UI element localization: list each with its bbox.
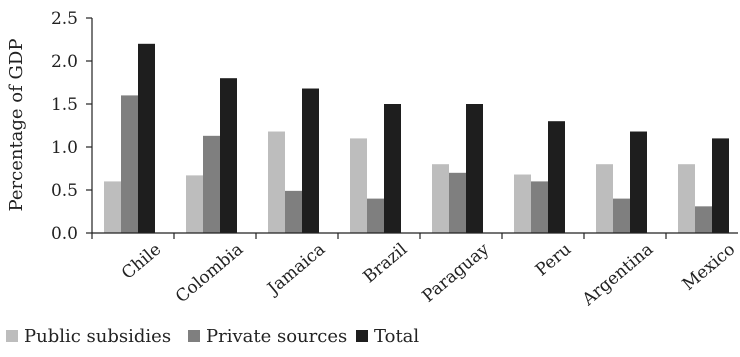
- bar-jamaica-total: [302, 88, 319, 234]
- y-tick-label: 2.0: [51, 52, 78, 72]
- x-tick-label-argentina: Argentina: [578, 240, 657, 311]
- bar-jamaica-private-sources: [285, 190, 302, 233]
- bar-chile-private-sources: [121, 95, 138, 234]
- bar-colombia-public-subsidies: [186, 175, 203, 233]
- legend-label-private-sources: Private sources: [206, 326, 347, 347]
- x-tick-label-chile: Chile: [118, 240, 165, 284]
- x-tick-label-peru: Peru: [532, 239, 575, 280]
- x-tick-label-paraguay: Paraguay: [419, 239, 494, 306]
- bar-argentina-public-subsidies: [596, 164, 613, 233]
- y-axis-title: Percentage of GDP: [6, 39, 27, 212]
- legend: Public subsidies Private sources Total: [6, 326, 419, 347]
- bar-brazil-total: [384, 104, 401, 233]
- bar-mexico-total: [712, 138, 729, 233]
- bar-mexico-private-sources: [695, 206, 712, 233]
- bar-argentina-private-sources: [613, 198, 630, 233]
- legend-swatch-public-subsidies: [6, 330, 18, 342]
- legend-label-public-subsidies: Public subsidies: [24, 326, 171, 347]
- y-axis-ticks: 0.0 0.5 1.0 1.5 2.0 2.5: [51, 9, 92, 244]
- y-tick-label: 1.0: [51, 138, 78, 158]
- bar-peru-private-sources: [531, 181, 548, 233]
- bar-colombia-private-sources: [203, 135, 220, 233]
- legend-swatch-total: [356, 330, 368, 342]
- x-axis-ticks: Chile Colombia Jamaica Brazil Paraguay Peru Ar…: [91, 233, 740, 311]
- legend-swatch-private-sources: [188, 330, 200, 342]
- bar-paraguay-public-subsidies: [432, 164, 449, 233]
- x-tick-label-jamaica: Jamaica: [262, 240, 329, 301]
- bar-colombia-total: [220, 78, 237, 233]
- y-tick-label: 2.5: [51, 9, 78, 29]
- x-tick-label-brazil: Brazil: [360, 240, 412, 288]
- y-tick-label: 1.5: [51, 95, 78, 115]
- bar-peru-public-subsidies: [514, 174, 531, 233]
- bars: [104, 43, 729, 234]
- bar-brazil-private-sources: [367, 198, 384, 233]
- bar-paraguay-total: [466, 104, 483, 233]
- legend-label-total: Total: [374, 326, 419, 347]
- x-tick-label-colombia: Colombia: [172, 240, 247, 308]
- bar-chile-total: [138, 43, 155, 233]
- x-tick-label-mexico: Mexico: [679, 240, 740, 295]
- bar-jamaica-public-subsidies: [268, 131, 285, 233]
- bar-argentina-total: [630, 131, 647, 233]
- y-tick-label: 0.5: [51, 181, 78, 201]
- y-tick-label: 0.0: [51, 224, 78, 244]
- bar-chile-public-subsidies: [104, 181, 121, 233]
- bar-brazil-public-subsidies: [350, 138, 367, 233]
- bar-peru-total: [548, 121, 565, 233]
- bar-paraguay-private-sources: [449, 172, 466, 233]
- bar-mexico-public-subsidies: [678, 164, 695, 233]
